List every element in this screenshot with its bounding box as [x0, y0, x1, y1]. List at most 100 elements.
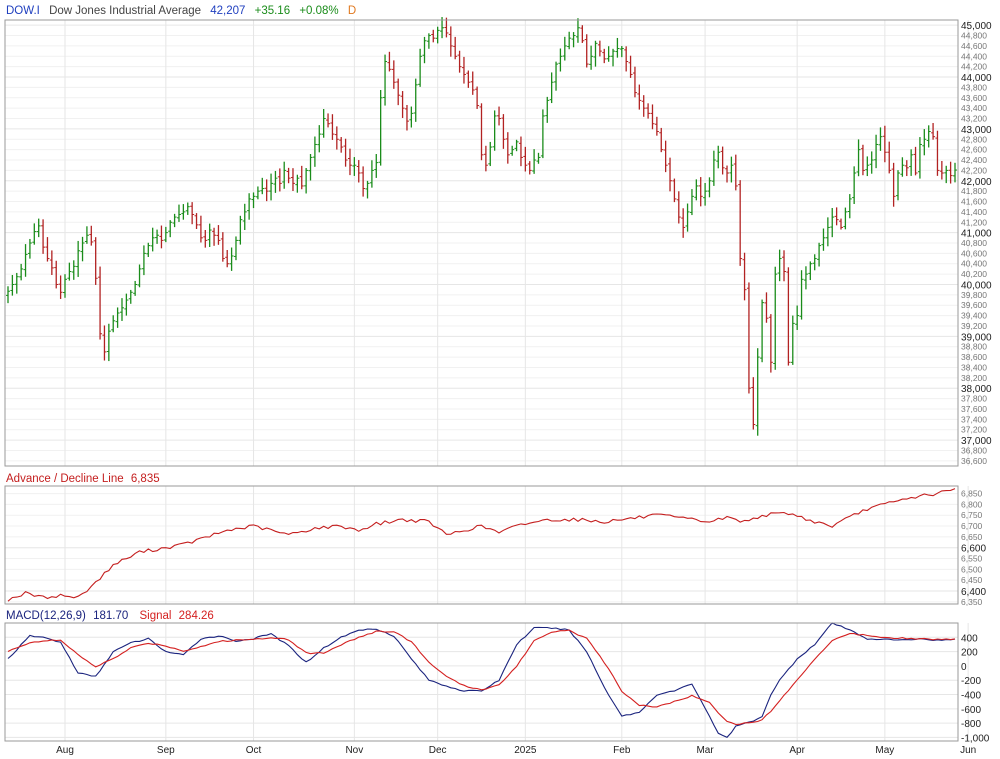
- ohlc-bar: [777, 249, 782, 282]
- ohlc-bar: [155, 229, 160, 244]
- ohlc-bar: [821, 228, 826, 251]
- ohlc-bar: [356, 160, 361, 183]
- ohlc-bar: [729, 156, 734, 183]
- price-tick-label: 42,400: [961, 155, 987, 165]
- ohlc-bar: [874, 134, 879, 169]
- ohlc-bar: [882, 125, 887, 163]
- ohlc-bar: [67, 262, 72, 281]
- ohlc-bar: [505, 132, 510, 164]
- ohlc-bar: [185, 202, 190, 215]
- header-symbol[interactable]: DOW.I: [6, 5, 40, 17]
- ohlc-bar: [834, 207, 839, 226]
- price-panel-frame: [4, 19, 959, 467]
- header-change-pct: +0.08%: [299, 5, 338, 17]
- ohlc-bar: [10, 274, 15, 296]
- price-tick-label: 43,800: [961, 82, 987, 92]
- ohlc-bar: [461, 56, 466, 84]
- ohlc-bar: [418, 48, 423, 87]
- ad-tick-label: 6,600: [961, 544, 986, 555]
- ohlc-bar: [426, 33, 431, 49]
- ohlc-bar: [869, 151, 874, 174]
- ohlc-bar: [290, 168, 295, 191]
- ohlc-bar: [374, 154, 379, 178]
- ohlc-bar: [843, 207, 848, 230]
- ohlc-bar: [163, 226, 168, 243]
- ohlc-bar: [799, 270, 804, 320]
- ohlc-bar: [6, 286, 10, 304]
- ohlc-bar: [624, 46, 629, 72]
- ohlc-bar: [23, 244, 28, 277]
- x-tick-label: Apr: [789, 745, 805, 756]
- ohlc-bar: [225, 250, 230, 268]
- ohlc-bar: [808, 261, 813, 281]
- ohlc-bar: [36, 218, 41, 238]
- ad-last: 6,835: [131, 473, 160, 485]
- ohlc-bar: [738, 180, 743, 266]
- ohlc-bar: [453, 36, 458, 60]
- ohlc-bar: [681, 208, 686, 238]
- ohlc-bar: [71, 260, 76, 280]
- ohlc-bar: [527, 161, 532, 175]
- ohlc-bar: [404, 104, 409, 131]
- price-tick-label: 41,200: [961, 217, 987, 227]
- ohlc-bar: [549, 72, 554, 104]
- ohlc-bar: [317, 125, 322, 153]
- ohlc-bar: [518, 136, 523, 167]
- macd-value: 181.70: [93, 610, 128, 622]
- ohlc-bar: [887, 141, 892, 174]
- signal-title: Signal: [139, 610, 171, 622]
- macd-tick-label: -600: [961, 705, 981, 716]
- ohlc-bar: [632, 66, 637, 98]
- ohlc-bar: [689, 189, 694, 216]
- ohlc-bar: [76, 240, 81, 277]
- ohlc-bar: [365, 180, 370, 199]
- price-tick-label: 42,600: [961, 145, 987, 155]
- ohlc-bar: [49, 250, 54, 276]
- ohlc-bar: [904, 160, 909, 177]
- ohlc-bar: [497, 106, 502, 126]
- ohlc-bar: [137, 264, 142, 288]
- ohlc-bar: [676, 191, 681, 224]
- ohlc-bar: [216, 225, 221, 245]
- ad-tick-label: 6,500: [961, 564, 983, 574]
- ad-tick-label: 6,700: [961, 521, 983, 531]
- ohlc-bar: [488, 141, 493, 167]
- ohlc-bar: [387, 51, 392, 72]
- ohlc-bar: [334, 126, 339, 150]
- ohlc-bar: [198, 215, 203, 243]
- ohlc-bar: [251, 192, 256, 209]
- ohlc-bar: [326, 113, 331, 128]
- price-tick-label: 39,000: [961, 332, 992, 343]
- ohlc-bar: [98, 266, 103, 340]
- ohlc-bar: [593, 40, 598, 67]
- ohlc-bar: [847, 194, 852, 219]
- x-tick-label: Nov: [345, 745, 363, 756]
- ohlc-bar: [172, 213, 177, 228]
- ohlc-bar: [168, 220, 173, 238]
- ohlc-bar: [944, 165, 949, 184]
- price-tick-label: 41,800: [961, 186, 987, 196]
- macd-tick-label: -800: [961, 719, 981, 730]
- ohlc-bar: [751, 377, 756, 430]
- ohlc-bar: [659, 127, 664, 153]
- ohlc-bar: [540, 109, 545, 159]
- ohlc-bar: [260, 177, 265, 195]
- ohlc-bar: [277, 168, 282, 192]
- ohlc-bar: [58, 275, 63, 299]
- ohlc-bar: [852, 166, 857, 205]
- ohlc-bar: [939, 161, 944, 180]
- macd-tick-label: -1,000: [961, 733, 990, 744]
- ohlc-bar: [361, 166, 366, 197]
- ohlc-bar: [32, 223, 37, 245]
- ohlc-bar: [422, 36, 427, 64]
- price-tick-label: 41,400: [961, 207, 987, 217]
- ohlc-bar: [926, 125, 931, 148]
- price-tick-label: 38,000: [961, 384, 992, 395]
- price-tick-label: 37,600: [961, 404, 987, 414]
- ohlc-bar: [479, 103, 484, 161]
- svg-text:Advance / Decline Line 6,8: Advance / Decline Line 6,835: [6, 473, 160, 485]
- ad-tick-label: 6,350: [961, 597, 983, 607]
- x-tick-label: Feb: [613, 745, 631, 756]
- ohlc-bar: [619, 46, 624, 58]
